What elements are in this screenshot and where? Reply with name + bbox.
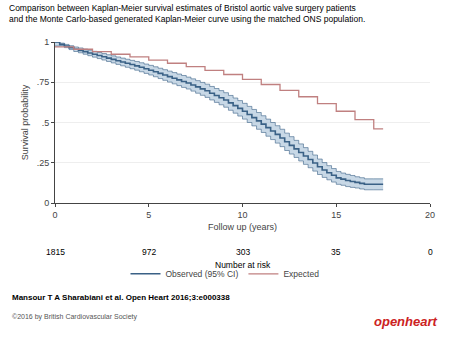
svg-text:©2016 by British Cardiovascula: ©2016 by British Cardiovascular Society (12, 313, 137, 321)
svg-text:303: 303 (236, 247, 250, 257)
svg-text:Number at risk: Number at risk (215, 260, 271, 270)
svg-text:.75: .75 (37, 77, 50, 87)
svg-text:Follow up (years): Follow up (years) (208, 222, 277, 232)
svg-text:Comparison between Kaplan-Meie: Comparison between Kaplan-Meier survival… (9, 3, 365, 24)
svg-text:Mansour T A Sharabiani et al.: Mansour T A Sharabiani et al. Open Heart… (12, 293, 230, 302)
svg-text:15: 15 (331, 210, 341, 220)
svg-text:0: 0 (44, 198, 49, 208)
svg-text:1815: 1815 (46, 247, 65, 257)
svg-text:5: 5 (146, 210, 151, 220)
svg-text:0: 0 (428, 247, 433, 257)
svg-text:.25: .25 (37, 158, 50, 168)
svg-text:1: 1 (44, 37, 49, 47)
svg-text:openheart: openheart (374, 314, 438, 329)
svg-text:10: 10 (237, 210, 247, 220)
svg-text:0: 0 (52, 210, 57, 220)
svg-text:20: 20 (425, 210, 435, 220)
svg-text:Observed (95% CI): Observed (95% CI) (166, 269, 239, 279)
svg-text:Survival probability: Survival probability (20, 84, 30, 160)
svg-text:35: 35 (331, 247, 341, 257)
svg-text:972: 972 (142, 247, 156, 257)
svg-text:.5: .5 (42, 118, 50, 128)
svg-text:Expected: Expected (283, 269, 319, 279)
